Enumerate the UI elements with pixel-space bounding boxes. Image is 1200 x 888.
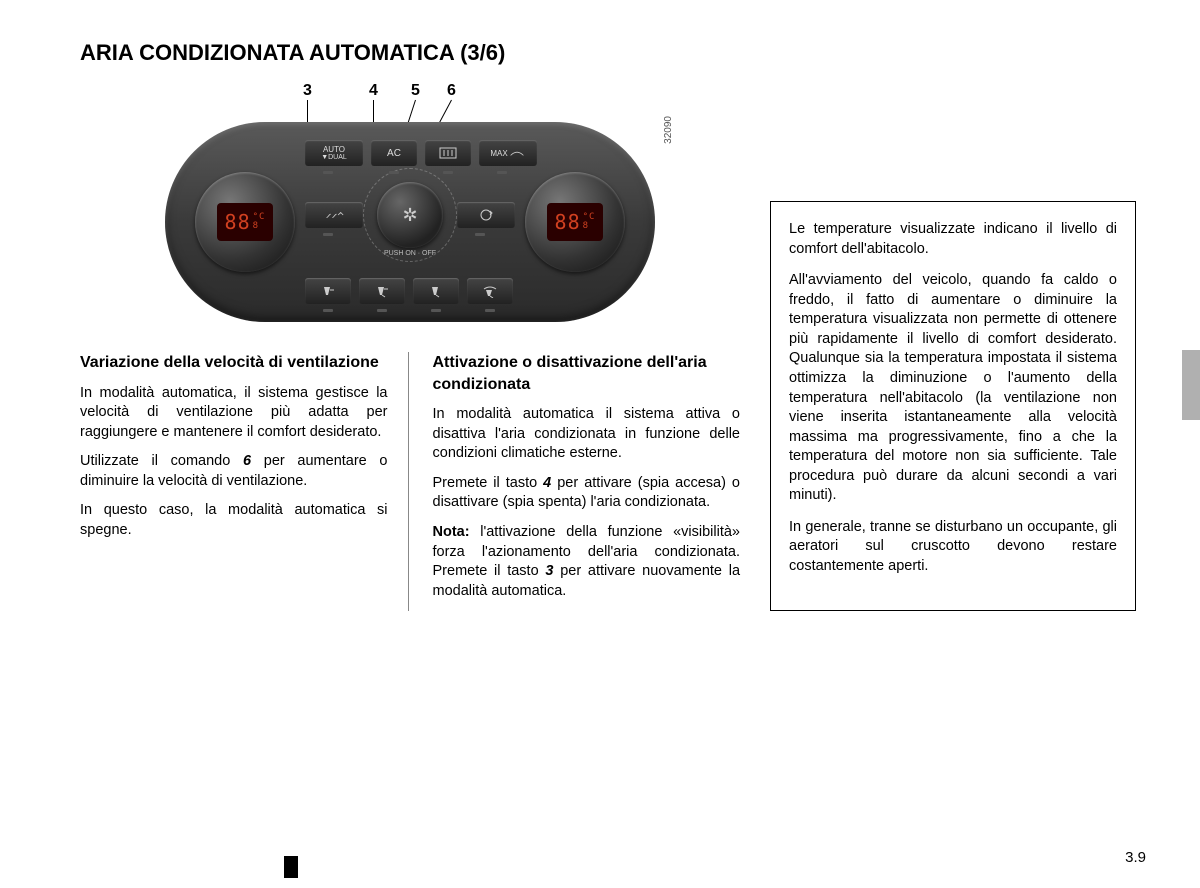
callout-5: 5 [411, 82, 420, 100]
col2-p3: Nota: l'attivazione della funzione «visi… [433, 523, 741, 601]
info-p1: Le temperature visualizzate indicano il … [789, 220, 1117, 259]
vent-defrost-feet-icon [480, 284, 500, 298]
column-ventilation: Variazione della velocità di ventilazion… [80, 352, 409, 611]
callout-4: 4 [369, 82, 378, 100]
airflow-mode-button[interactable] [305, 202, 363, 228]
col1-p3: In questo caso, la modalità automatica s… [80, 501, 388, 540]
col1-p1: In modalità automatica, il sistema gesti… [80, 384, 388, 443]
vent-defrost-feet-button[interactable] [467, 278, 513, 304]
image-code: 32090 [663, 116, 674, 144]
page-title: ARIA CONDIZIONATA AUTOMATICA (3/6) [80, 40, 1150, 66]
temp-dial-right[interactable]: 88 °C8 [525, 172, 625, 272]
callout-6: 6 [447, 82, 456, 100]
col1-heading: Variazione della velocità di ventilazion… [80, 352, 388, 374]
temp-display-right: 88 °C8 [547, 203, 603, 241]
fan-speed-dial[interactable]: ✲ [377, 182, 443, 248]
vent-feet-button[interactable] [413, 278, 459, 304]
auto-dual-button[interactable]: AUTO ▼DUAL [305, 140, 363, 166]
vent-face-feet-button[interactable] [359, 278, 405, 304]
info-p2: All'avviamento del veicolo, quando fa ca… [789, 271, 1117, 506]
footer-mark [284, 856, 298, 878]
col2-p2: Premete il tasto 4 per attivare (spia ac… [433, 474, 741, 513]
climate-panel: 88 °C8 88 °C8 ✲ PUSH ON · OFF [165, 122, 655, 322]
page-number: 3.9 [1125, 849, 1146, 866]
vent-feet-icon [426, 284, 446, 298]
fan-icon: ✲ [402, 205, 417, 226]
vent-face-icon [318, 284, 338, 298]
column-ac: Attivazione o disattivazione dell'aria c… [433, 352, 741, 611]
windshield-icon [508, 149, 526, 157]
temp-dial-left[interactable]: 88 °C8 [195, 172, 295, 272]
callout-3: 3 [303, 82, 312, 100]
rear-defrost-icon [438, 146, 458, 160]
recirculate-icon [476, 208, 496, 222]
vent-face-feet-icon [372, 284, 392, 298]
airflow-icon [324, 208, 344, 222]
max-defrost-button[interactable]: MAX [479, 140, 537, 166]
climate-figure: 3 4 5 6 32090 88 °C8 [165, 86, 655, 322]
info-box: Le temperature visualizzate indicano il … [770, 201, 1136, 611]
col2-p1: In modalità automatica il sistema attiva… [433, 405, 741, 464]
temp-display-left: 88 °C8 [217, 203, 273, 241]
section-tab [1182, 350, 1200, 420]
rear-defrost-button[interactable] [425, 140, 471, 166]
col2-heading: Attivazione o disattivazione dell'aria c… [433, 352, 741, 395]
vent-face-button[interactable] [305, 278, 351, 304]
col1-p2: Utilizzate il comando 6 per aumentare o … [80, 452, 388, 491]
info-p3: In generale, tranne se disturbano un occ… [789, 518, 1117, 577]
ac-button[interactable]: AC [371, 140, 417, 166]
recirculate-button[interactable] [457, 202, 515, 228]
push-on-off-label: PUSH ON · OFF [373, 250, 447, 257]
